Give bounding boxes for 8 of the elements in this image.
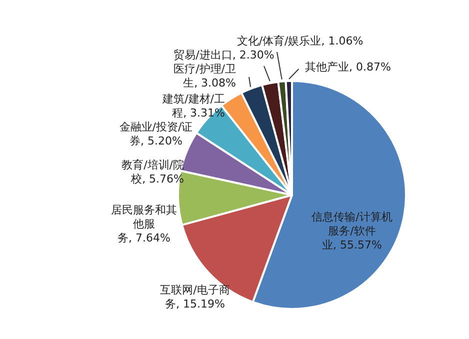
slice-label: 金融业/投资/证券, 5.20%	[119, 120, 193, 148]
slice-label: 信息传输/计算机服务/软件业, 55.57%	[312, 210, 392, 252]
slice-label: 居民服务和其他服务, 7.64%	[111, 203, 177, 244]
slice-label: 贸易/进出口, 2.30%	[174, 48, 274, 62]
slice-label: 其他产业, 0.87%	[305, 60, 391, 74]
slice-label: 文化/体育/娱乐业, 1.06%	[236, 34, 364, 48]
slice-label: 医疗/护理/卫生, 3.08%	[174, 62, 236, 90]
slice-label: 互联网/电子商务, 15.19%	[160, 283, 230, 310]
